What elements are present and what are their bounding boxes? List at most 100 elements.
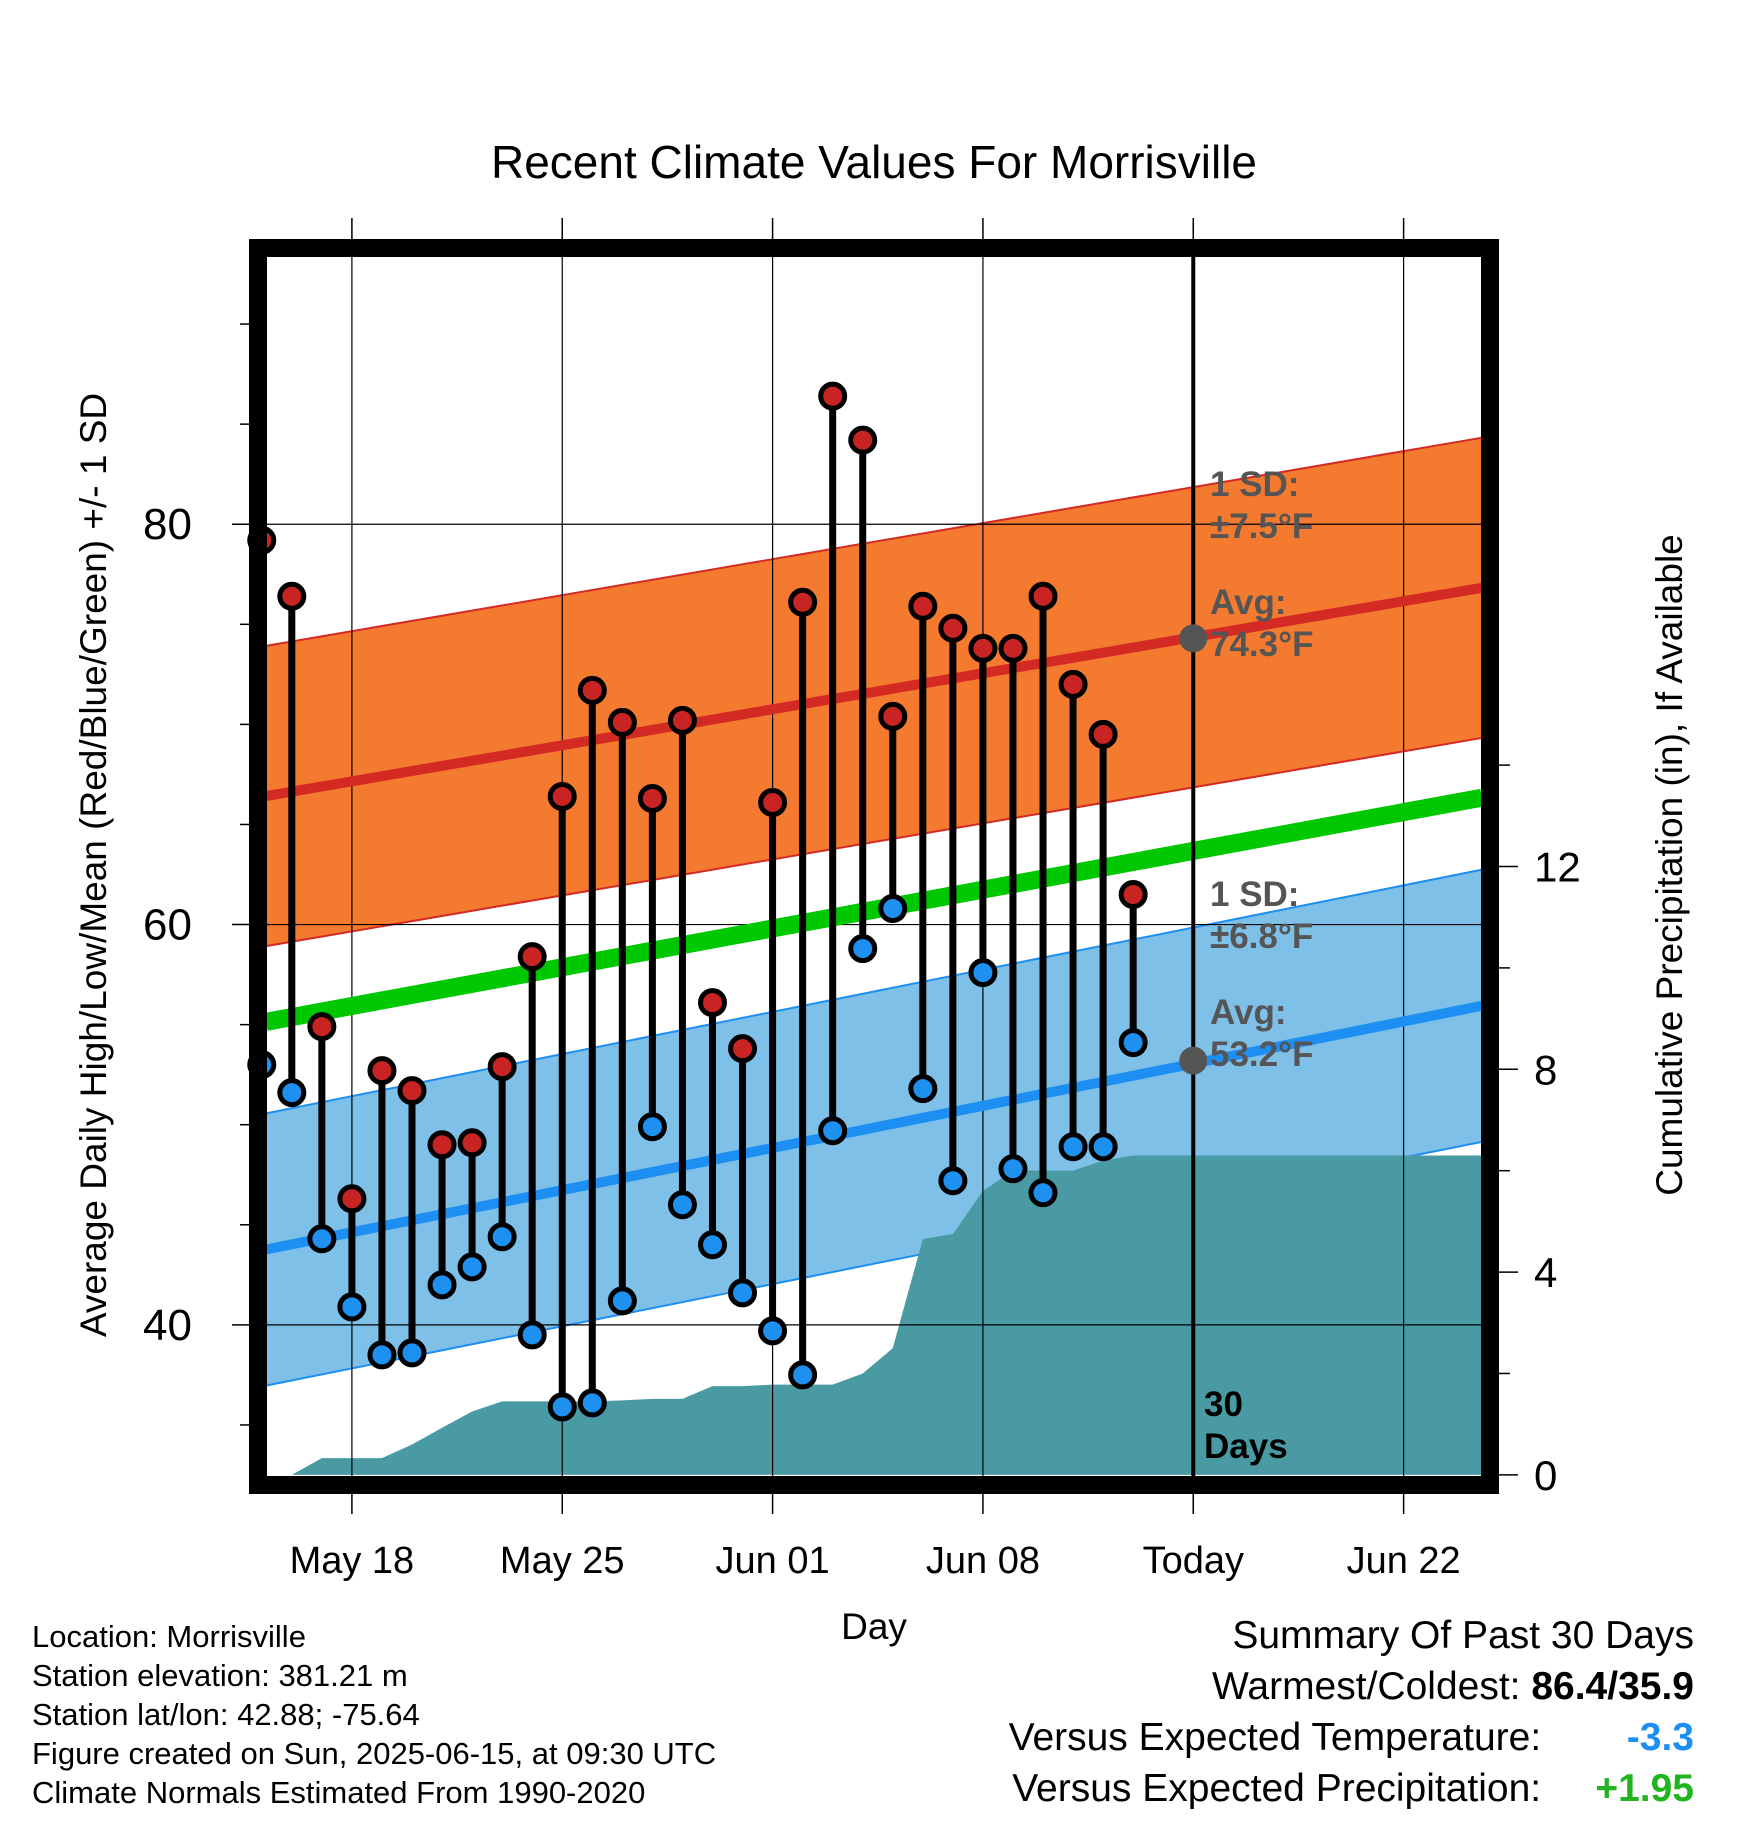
daily-high-point xyxy=(788,587,818,617)
daily-high-point xyxy=(367,1056,397,1086)
normal-mean-line xyxy=(264,788,1484,1031)
daily-markers xyxy=(247,381,1148,1422)
x-tick-label-1: May 25 xyxy=(500,1540,625,1582)
window-label: 30 Days xyxy=(1204,1385,1288,1466)
daily-high-point xyxy=(968,633,998,663)
daily-low-point xyxy=(938,1166,968,1196)
station-info: Location: Morrisville Station elevation:… xyxy=(32,1617,716,1812)
daily-low-point xyxy=(337,1292,367,1322)
daily-high-point xyxy=(938,613,968,643)
daily-high-point xyxy=(307,1012,337,1042)
daily-high-point xyxy=(697,988,727,1018)
daily-low-point xyxy=(547,1392,577,1422)
daily-low-point xyxy=(998,1154,1028,1184)
daily-low-point xyxy=(968,958,998,988)
daily-low-point xyxy=(427,1270,457,1300)
x-tick-label-5: Jun 22 xyxy=(1347,1540,1461,1582)
daily-low-point xyxy=(878,894,908,924)
high-sd-band-lower-edge xyxy=(265,736,1483,948)
axes: 40 60 80 0 4 8 12 May 18 May 25 Jun 01 Jun 08 Today… xyxy=(143,218,1581,1582)
daily-high-point xyxy=(878,701,908,731)
precip-departure-value: +1.95 xyxy=(1595,1767,1694,1810)
daily-high-point xyxy=(517,942,547,972)
daily-high-point xyxy=(457,1128,487,1158)
y-tick-label-60: 60 xyxy=(143,901,192,950)
low-sd-band-upper-edge xyxy=(265,868,1483,1115)
daily-low-point xyxy=(517,1320,547,1350)
y-axis-title: Average Daily High/Low/Mean (Red/Blue/Gr… xyxy=(73,393,114,1337)
daily-low-point xyxy=(607,1286,637,1316)
y2-tick-label-4: 4 xyxy=(1534,1249,1557,1296)
summary-title: Summary Of Past 30 Days xyxy=(1232,1614,1694,1657)
daily-high-point xyxy=(908,591,938,621)
summary-warmest-coldest: Warmest/Coldest: 86.4/35.9 xyxy=(1009,1661,1694,1712)
temp-departure-label: Versus Expected Temperature: xyxy=(1008,1716,1542,1759)
daily-high-point xyxy=(818,381,848,411)
daily-high-point xyxy=(1088,719,1118,749)
daily-low-point xyxy=(667,1190,697,1220)
normal-high-line xyxy=(265,582,1483,801)
daily-low-point xyxy=(457,1252,487,1282)
high-avg-label: Avg: 74.3°F xyxy=(1210,583,1314,664)
today-marker xyxy=(1179,248,1208,1485)
x-axis-title: Day xyxy=(841,1606,907,1647)
warmest-coldest-value: 86.4/35.9 xyxy=(1531,1665,1694,1708)
daily-high-point xyxy=(397,1076,427,1106)
daily-low-point xyxy=(728,1278,758,1308)
temp-departure-value: -3.3 xyxy=(1626,1716,1694,1759)
normals-period: Climate Normals Estimated From 1990-2020 xyxy=(32,1775,646,1810)
low-sd-label: 1 SD: ±6.8°F xyxy=(1210,875,1313,956)
daily-low-point xyxy=(758,1316,788,1346)
daily-low-point xyxy=(637,1112,667,1142)
daily-high-point xyxy=(848,425,878,455)
y2-tick-label-12: 12 xyxy=(1534,844,1581,891)
daily-high-point xyxy=(337,1184,367,1214)
y2-axis-title: Cumulative Precipitation (in), If Availa… xyxy=(1649,534,1690,1196)
daily-high-point xyxy=(427,1130,457,1160)
daily-high-point xyxy=(487,1052,517,1082)
daily-high-point xyxy=(667,705,697,735)
daily-high-point xyxy=(607,707,637,737)
daily-low-point xyxy=(1028,1178,1058,1208)
daily-range-stems xyxy=(258,396,1137,1407)
daily-low-point xyxy=(487,1222,517,1252)
y2-tick-label-0: 0 xyxy=(1534,1452,1557,1499)
daily-low-point xyxy=(307,1224,337,1254)
precip-departure-label: Versus Expected Precipitation: xyxy=(1012,1767,1542,1810)
y-tick-label-40: 40 xyxy=(143,1301,192,1350)
warmest-coldest-label: Warmest/Coldest: xyxy=(1212,1665,1521,1708)
daily-low-point xyxy=(848,934,878,964)
high-sd-label: 1 SD: ±7.5°F xyxy=(1210,465,1313,546)
high-sd-band-upper-edge xyxy=(265,436,1483,647)
daily-low-point xyxy=(1088,1132,1118,1162)
daily-low-point xyxy=(788,1360,818,1390)
station-location: Location: Morrisville xyxy=(32,1619,306,1654)
plot-frame xyxy=(249,239,1499,1494)
y2-tick-label-8: 8 xyxy=(1534,1046,1557,1093)
daily-low-point xyxy=(908,1074,938,1104)
daily-high-point xyxy=(1058,669,1088,699)
summary-precipitation: Versus Expected Precipitation: +1.95 xyxy=(1009,1763,1694,1814)
figure-created: Figure created on Sun, 2025-06-15, at 09… xyxy=(32,1736,717,1771)
daily-high-point xyxy=(758,787,788,817)
normal-low-today-point xyxy=(1179,1046,1208,1075)
daily-low-point xyxy=(277,1078,307,1108)
daily-high-point xyxy=(1118,880,1148,910)
daily-high-point xyxy=(1028,581,1058,611)
station-latlon: Station lat/lon: 42.88; -75.64 xyxy=(32,1697,420,1732)
annotations: 1 SD: ±7.5°F Avg: 74.3°F 1 SD: ±6.8°F Av… xyxy=(1204,465,1314,1466)
summary-panel: Summary Of Past 30 Days Warmest/Coldest:… xyxy=(1009,1610,1694,1814)
daily-high-point xyxy=(998,633,1028,663)
station-elevation: Station elevation: 381.21 m xyxy=(32,1658,408,1693)
daily-low-point xyxy=(818,1116,848,1146)
x-tick-label-4: Today xyxy=(1143,1540,1244,1582)
precipitation-area xyxy=(266,1155,1482,1475)
normal-high-today-point xyxy=(1179,624,1208,653)
summary-temperature: Versus Expected Temperature: -3.3 xyxy=(1009,1712,1694,1763)
low-avg-label: Avg: 53.2°F xyxy=(1210,993,1314,1074)
cumulative-precip-area xyxy=(266,1155,1482,1475)
x-tick-label-2: Jun 01 xyxy=(716,1540,830,1582)
plot-area xyxy=(247,239,1499,1494)
daily-high-point xyxy=(637,783,667,813)
